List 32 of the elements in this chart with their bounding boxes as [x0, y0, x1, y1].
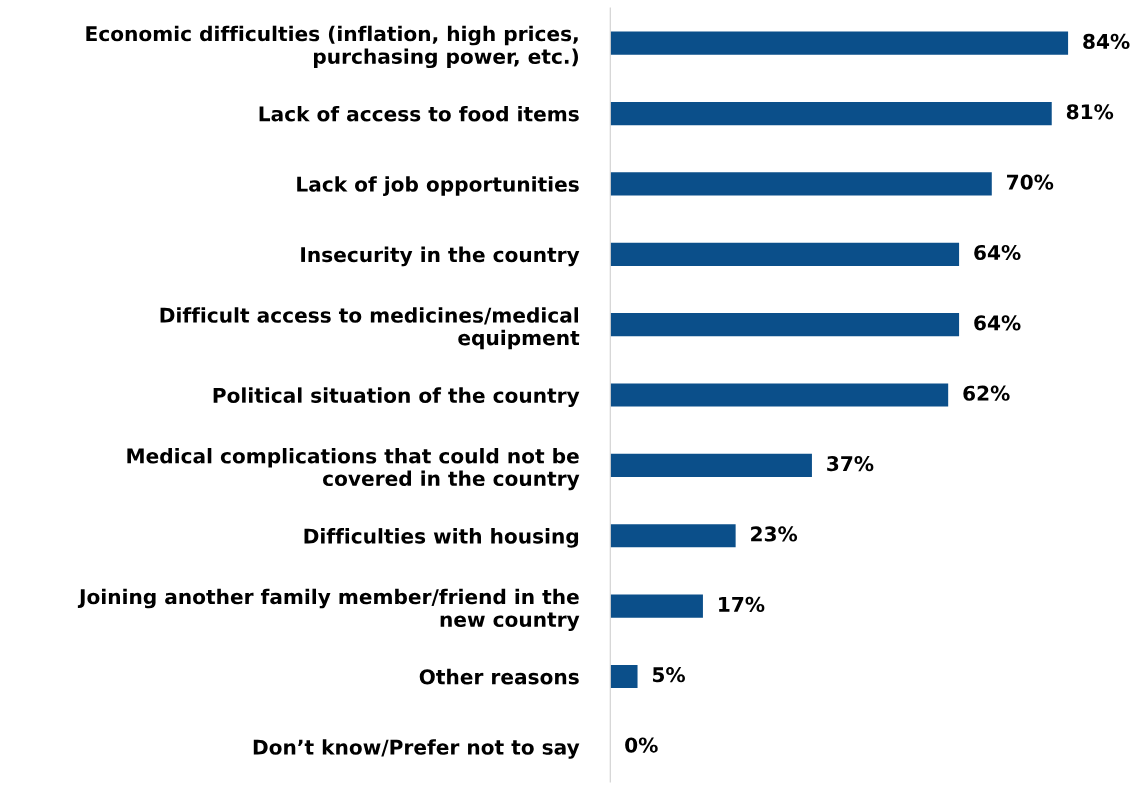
data-label: 64% [974, 315, 1021, 331]
y-tick-label: Other reasons [419, 668, 579, 685]
data-label: 70% [1007, 174, 1054, 190]
y-tick-label: Insecurity in the country [301, 246, 580, 267]
bar [610, 313, 960, 337]
bar [610, 383, 949, 407]
bar [610, 594, 703, 618]
y-tick-label: Medical complications that could not be covered in the country [127, 447, 580, 491]
data-label: 23% [751, 526, 798, 542]
data-label: 0% [625, 737, 658, 753]
data-label: 64% [974, 244, 1021, 261]
bar [610, 453, 812, 477]
bar [610, 172, 992, 196]
y-tick-label: Don’t know/Prefer not to say [253, 739, 580, 759]
data-label: 84% [1083, 33, 1130, 50]
bar [610, 101, 1052, 126]
bar [610, 664, 638, 689]
y-tick-label: Joining another family member/friend in the new country [77, 588, 580, 632]
data-label: 37% [827, 455, 874, 472]
y-tick-label: Difficult access to medicines/medical equipment [160, 307, 580, 350]
y-tick-label: Lack of job opportunities [297, 176, 579, 196]
data-label: 62% [963, 385, 1010, 401]
y-tick-label: Economic difficulties (inflation, high prices, purchasing power, etc.) [86, 25, 578, 69]
y-tick-label: Difficulties with housing [304, 528, 579, 548]
data-label: 5% [652, 667, 685, 683]
data-label: 17% [719, 596, 765, 612]
data-label: 81% [1066, 104, 1114, 120]
bar [610, 524, 736, 548]
bar [610, 31, 1069, 55]
bar [610, 242, 960, 266]
y-tick-label: Lack of access to food items [259, 105, 579, 122]
y-tick-label: Political situation of the country [213, 387, 580, 408]
